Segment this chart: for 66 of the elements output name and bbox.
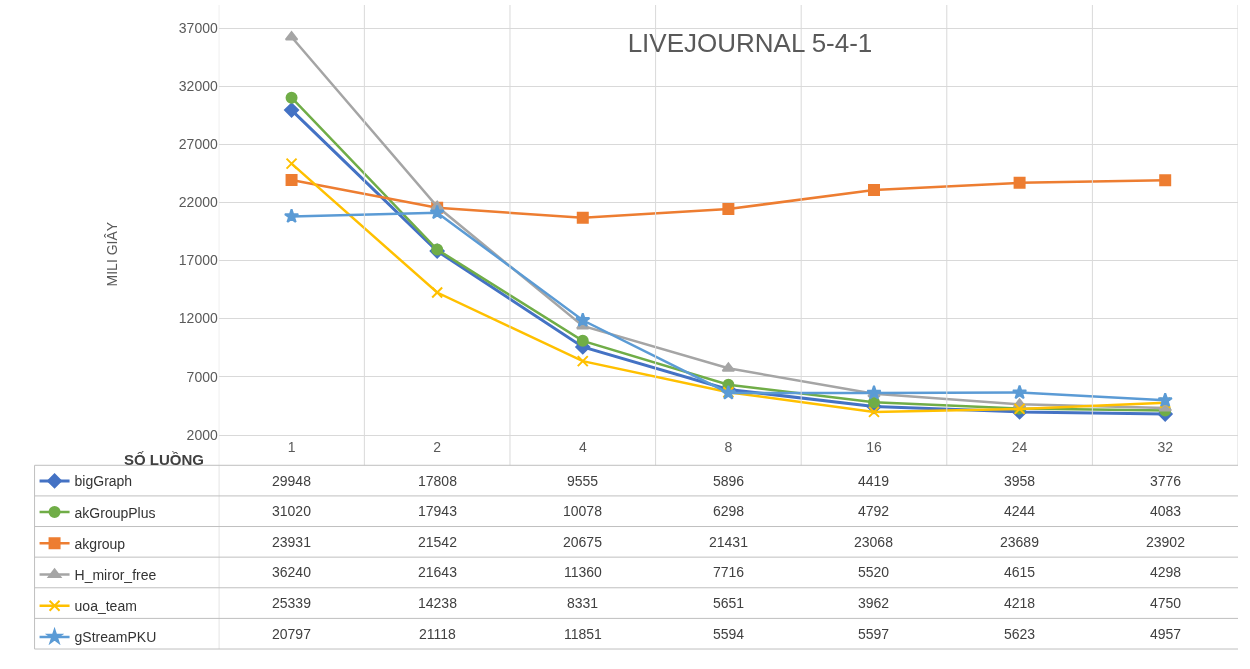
data-label: 8331 <box>567 595 599 611</box>
data-label: 20797 <box>272 626 312 642</box>
data-label: 21118 <box>419 626 457 642</box>
y-axis-title: MILI GIÂY <box>103 221 120 287</box>
x-tick-label: 16 <box>866 439 882 456</box>
data-label: 4083 <box>1150 503 1182 519</box>
data-label: 7716 <box>713 564 745 580</box>
legend-label: uoa_team <box>74 598 137 615</box>
y-tick-label: 2000 <box>186 426 218 443</box>
data-label: 4298 <box>1150 564 1182 580</box>
legend-label: bigGraph <box>74 473 133 490</box>
legend-label: akGroupPlus <box>74 504 156 521</box>
text: LIVEJOURNAL 5-4-1 <box>627 27 873 58</box>
data-label: 14238 <box>418 595 458 611</box>
legend-label: gStreamPKU <box>74 629 157 646</box>
data-label: 9555 <box>567 473 599 489</box>
x-tick-label: 24 <box>1011 439 1028 456</box>
data-label: 3958 <box>1004 473 1036 489</box>
data-label: 4244 <box>1004 503 1036 519</box>
data-label: 31020 <box>272 503 312 519</box>
data-label: 11360 <box>564 564 603 580</box>
x-tick-label: 4 <box>578 439 587 456</box>
x-tick-label: 8 <box>724 439 733 456</box>
data-label: 4750 <box>1150 595 1182 611</box>
x-tick-label: 1 <box>287 439 296 456</box>
data-label: 5520 <box>858 564 890 580</box>
y-tick-label: 37000 <box>178 20 218 37</box>
data-label: 17943 <box>418 503 458 519</box>
x-axis-title: SỐ LUỒNG <box>124 451 205 468</box>
x-tick-label: 2 <box>433 439 442 456</box>
data-label: 4792 <box>858 503 890 519</box>
data-label: 20675 <box>563 534 603 550</box>
y-tick-label: 22000 <box>178 194 218 211</box>
data-label: 11851 <box>564 626 603 642</box>
y-tick-label: 32000 <box>178 78 218 95</box>
data-label: 4615 <box>1004 564 1036 580</box>
data-label: 23068 <box>854 534 894 550</box>
data-label: 4419 <box>858 473 890 489</box>
data-label: 21431 <box>709 534 749 550</box>
data-label: 23689 <box>1000 534 1040 550</box>
data-label: 36240 <box>272 564 312 580</box>
data-label: 21542 <box>418 534 458 550</box>
y-tick-label: 7000 <box>186 368 218 385</box>
x-tick-label: 32 <box>1157 439 1174 456</box>
data-label: 4218 <box>1004 595 1036 611</box>
data-label: 10078 <box>563 503 603 519</box>
data-label: 17808 <box>418 473 458 489</box>
data-label: 23902 <box>1146 534 1186 550</box>
data-label: 5597 <box>858 626 890 642</box>
data-label: 6298 <box>713 503 745 519</box>
data-label: 5594 <box>713 626 745 642</box>
data-label: 3776 <box>1150 473 1182 489</box>
y-tick-label: 27000 <box>178 136 218 153</box>
data-label: 29948 <box>272 473 312 489</box>
legend-label: akgroup <box>74 535 126 552</box>
data-label: 23931 <box>272 534 312 550</box>
data-label: 5651 <box>713 595 745 611</box>
data-label: 25339 <box>272 595 312 611</box>
data-label: 5623 <box>1004 626 1036 642</box>
y-tick-label: 12000 <box>178 310 218 327</box>
data-label: 3962 <box>858 595 890 611</box>
data-label: 4957 <box>1150 626 1182 642</box>
data-label: 21643 <box>418 564 458 580</box>
data-label: 5896 <box>713 473 745 489</box>
legend-label: H_miror_free <box>74 566 157 583</box>
y-tick-label: 17000 <box>178 252 218 269</box>
